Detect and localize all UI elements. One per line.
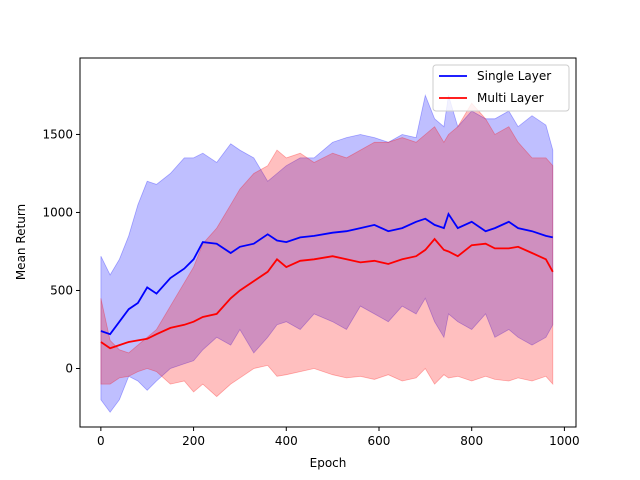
legend: Single Layer Multi Layer bbox=[432, 64, 570, 112]
x-tick-label: 400 bbox=[275, 434, 298, 448]
legend-label-multi-layer: Multi Layer bbox=[477, 91, 544, 105]
confidence-bands bbox=[100, 94, 554, 413]
series-lines bbox=[100, 211, 554, 350]
legend-label-single-layer: Single Layer bbox=[477, 69, 551, 83]
y-tick-label: 1500 bbox=[42, 127, 73, 141]
y-tick-label: 1000 bbox=[42, 205, 73, 219]
x-tick-label: 600 bbox=[368, 434, 391, 448]
y-tick-label: 0 bbox=[65, 361, 73, 375]
y-tick-label: 500 bbox=[50, 283, 73, 297]
x-tick-label: 1000 bbox=[549, 434, 580, 448]
band-single-layer bbox=[100, 94, 554, 413]
x-tick-label: 0 bbox=[97, 434, 105, 448]
x-tick-label: 200 bbox=[182, 434, 205, 448]
series-line-single-layer bbox=[100, 211, 553, 336]
x-axis-ticks: 0 200 400 600 800 1000 bbox=[97, 427, 580, 448]
band-multi-layer bbox=[100, 102, 554, 398]
plot-frame bbox=[79, 57, 577, 428]
series-line-multi-layer bbox=[100, 237, 554, 350]
x-tick-label: 800 bbox=[460, 434, 483, 448]
x-axis-label: Epoch bbox=[310, 456, 347, 470]
y-axis-ticks: 0 500 1000 1500 bbox=[42, 127, 80, 375]
y-axis-label: Mean Return bbox=[14, 204, 28, 280]
